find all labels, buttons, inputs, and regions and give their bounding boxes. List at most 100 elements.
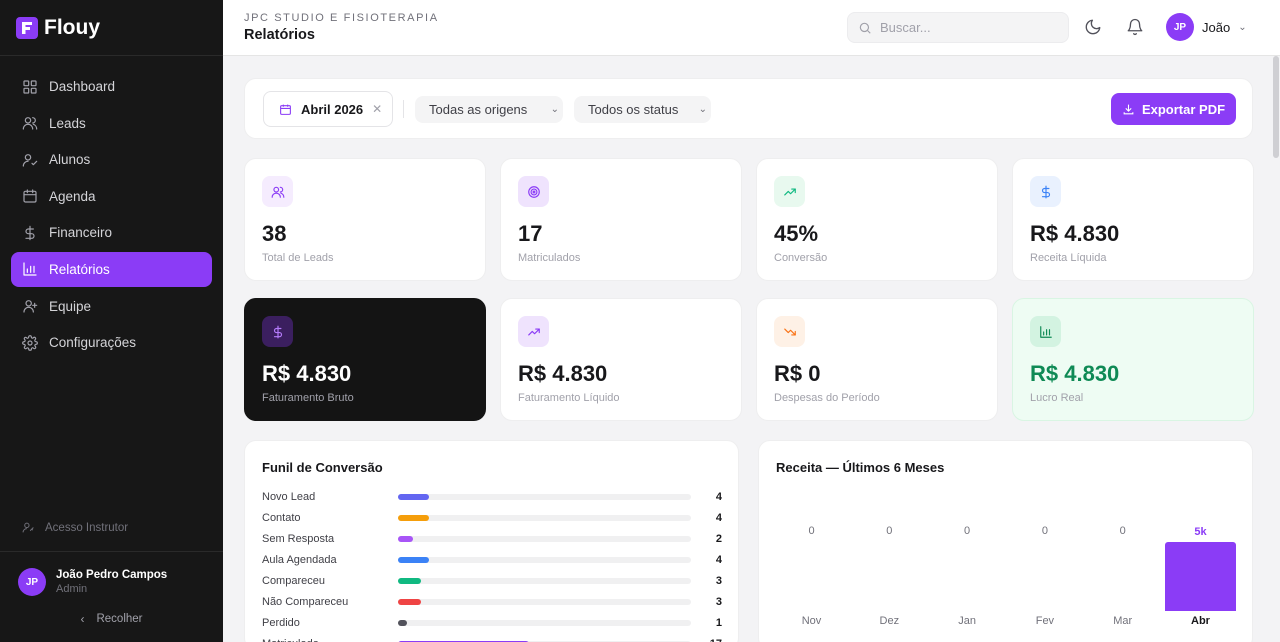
sidebar-item-label: Alunos xyxy=(49,152,91,168)
stat-label: Faturamento Líquido xyxy=(518,392,620,404)
revenue-title: Receita — Últimos 6 Meses xyxy=(776,460,945,475)
funnel-row: Perdido 1 xyxy=(262,612,722,633)
funnel-stage-label: Aula Agendada xyxy=(262,553,337,566)
stat-card-faturamento-bruto: R$ 4.830 Faturamento Bruto xyxy=(244,298,486,421)
sidebar-item-leads[interactable]: Leads xyxy=(11,106,212,141)
sidebar-user[interactable]: JP João Pedro Campos Admin xyxy=(0,551,223,596)
date-filter[interactable]: Abril 2026 ✕ xyxy=(263,91,393,127)
users-icon xyxy=(262,176,293,207)
search-icon xyxy=(859,22,871,34)
stat-card-total-leads: 38 Total de Leads xyxy=(244,158,486,281)
revenue-panel: Receita — Últimos 6 Meses 0 Nov 0 Dez 0 Jan 0 F… xyxy=(758,440,1253,642)
funnel-stage-label: Contato xyxy=(262,511,301,524)
divider xyxy=(403,100,404,118)
sidebar-item-label: Dashboard xyxy=(49,79,116,94)
sidebar-item-configuracoes[interactable]: Configurações xyxy=(11,325,212,360)
team-icon xyxy=(23,300,38,313)
revenue-value-label: 0 xyxy=(964,525,971,537)
funnel-row: Compareceu 3 xyxy=(262,570,722,591)
theme-toggle-button[interactable] xyxy=(1084,18,1102,36)
stat-value: R$ 4.830 xyxy=(518,361,608,386)
bar-chart-icon xyxy=(1030,316,1061,347)
funnel-bar xyxy=(398,514,429,521)
funnel-stage-label: Não Compareceu xyxy=(262,595,349,608)
status-select[interactable]: Todos os status ⌄ xyxy=(574,96,711,123)
target-icon xyxy=(518,176,549,207)
funnel-row: Sem Resposta 2 xyxy=(262,528,722,549)
sidebar-item-agenda[interactable]: Agenda xyxy=(11,179,212,214)
user-name: João Pedro Campos xyxy=(56,569,168,581)
clear-date-icon[interactable]: ✕ xyxy=(372,102,383,116)
sidebar-item-financeiro[interactable]: Financeiro xyxy=(11,215,212,250)
funnel-stage-value: 4 xyxy=(715,490,722,503)
revenue-category-label: Dez xyxy=(879,615,900,627)
dollar-icon xyxy=(25,225,35,241)
bell-icon xyxy=(1127,18,1143,36)
date-filter-value: Abril 2026 xyxy=(301,101,364,117)
sidebar-item-label: Configurações xyxy=(49,335,137,351)
funnel-row: Não Compareceu 3 xyxy=(262,591,722,612)
instructor-access-link[interactable]: Acesso Instrutor xyxy=(22,521,128,534)
origin-select[interactable]: Todas as origens ⌄ xyxy=(415,96,563,123)
user-key-icon xyxy=(22,522,34,533)
user-check-icon xyxy=(22,153,38,167)
export-pdf-label: Exportar PDF xyxy=(1141,101,1226,117)
origin-select-value: Todas as origens xyxy=(429,102,528,117)
funnel-track xyxy=(398,493,691,500)
revenue-value-label: 5k xyxy=(1194,526,1207,538)
moon-icon xyxy=(1085,19,1101,35)
revenue-value-label: 0 xyxy=(1041,525,1048,537)
collapse-label: Recolher xyxy=(96,613,143,625)
funnel-track xyxy=(398,514,691,521)
funnel-stage-value: 3 xyxy=(715,574,722,587)
funnel-track xyxy=(398,556,691,563)
funnel-stage-value: 4 xyxy=(715,553,722,566)
sidebar-item-alunos[interactable]: Alunos xyxy=(11,142,212,177)
revenue-value-label: 0 xyxy=(808,525,815,537)
top-header: JPC STUDIO E FISIOTERAPIA Relatórios JP … xyxy=(223,0,1280,56)
trending-up-icon xyxy=(774,176,805,207)
user-role: Admin xyxy=(56,583,88,595)
revenue-category-label: Fev xyxy=(1035,615,1055,627)
sidebar-item-relatorios[interactable]: Relatórios xyxy=(11,251,212,287)
stat-label: Matriculados xyxy=(518,252,581,264)
page-scrollbar[interactable] xyxy=(1273,56,1279,158)
funnel-bar xyxy=(398,598,422,605)
notifications-button[interactable] xyxy=(1126,18,1144,36)
flouy-logo-icon xyxy=(16,16,38,39)
funnel-bar xyxy=(398,619,407,626)
users-icon xyxy=(22,117,38,130)
status-select-value: Todos os status xyxy=(588,102,679,117)
search-box[interactable] xyxy=(847,12,1069,43)
sidebar-item-dashboard[interactable]: Dashboard xyxy=(11,69,212,104)
search-input[interactable] xyxy=(880,20,1060,35)
user-menu-name: João xyxy=(1202,19,1231,35)
stat-value: R$ 0 xyxy=(774,361,821,386)
calendar-icon xyxy=(23,189,37,203)
stat-card-matriculados: 17 Matriculados xyxy=(500,158,742,281)
sidebar-item-equipe[interactable]: Equipe xyxy=(11,289,212,324)
avatar: JP xyxy=(18,568,46,596)
revenue-category-label: Mar xyxy=(1113,615,1133,627)
collapse-sidebar-button[interactable]: ‹ Recolher xyxy=(0,612,223,626)
stat-card-conversao: 45% Conversão xyxy=(756,158,998,281)
chevron-left-icon: ‹ xyxy=(80,612,85,626)
stat-value: R$ 4.830 xyxy=(1030,361,1120,386)
funnel-row: Novo Lead 4 xyxy=(262,486,722,507)
brand[interactable]: Flouy xyxy=(0,0,223,56)
user-menu[interactable]: JP João ⌄ xyxy=(1166,13,1247,41)
sidebar-item-label: Equipe xyxy=(49,298,92,314)
stat-card-faturamento-liquido: R$ 4.830 Faturamento Líquido xyxy=(500,298,742,421)
stat-card-receita-liquida: R$ 4.830 Receita Líquida xyxy=(1012,158,1254,281)
funnel-bar xyxy=(398,556,429,563)
filter-bar: Abril 2026 ✕ Todas as origens ⌄ Todos os… xyxy=(244,78,1253,139)
funnel-track xyxy=(398,535,691,542)
stat-label: Lucro Real xyxy=(1030,392,1084,404)
stat-value: R$ 4.830 xyxy=(1030,221,1120,246)
funnel-stage-label: Novo Lead xyxy=(262,490,316,503)
funnel-row: Matriculado 17 xyxy=(262,633,722,642)
stat-label: Despesas do Período xyxy=(774,392,880,404)
export-pdf-button[interactable]: Exportar PDF xyxy=(1111,93,1236,125)
funnel-track xyxy=(398,598,691,605)
page-title: Relatórios xyxy=(244,27,315,43)
